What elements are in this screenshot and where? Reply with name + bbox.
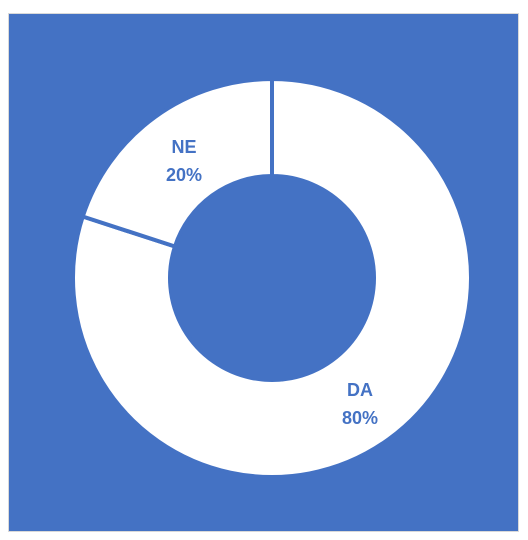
data-label-da-category: DA bbox=[347, 380, 373, 400]
slice-ne bbox=[80, 76, 274, 249]
data-labels: NE 20% DA 80% bbox=[166, 137, 378, 428]
doughnut-slices bbox=[71, 76, 473, 479]
slice-da bbox=[71, 76, 473, 479]
data-label-da-percent: 80% bbox=[342, 408, 378, 428]
data-label-ne-percent: 20% bbox=[166, 165, 202, 185]
data-label-ne-category: NE bbox=[171, 137, 196, 157]
